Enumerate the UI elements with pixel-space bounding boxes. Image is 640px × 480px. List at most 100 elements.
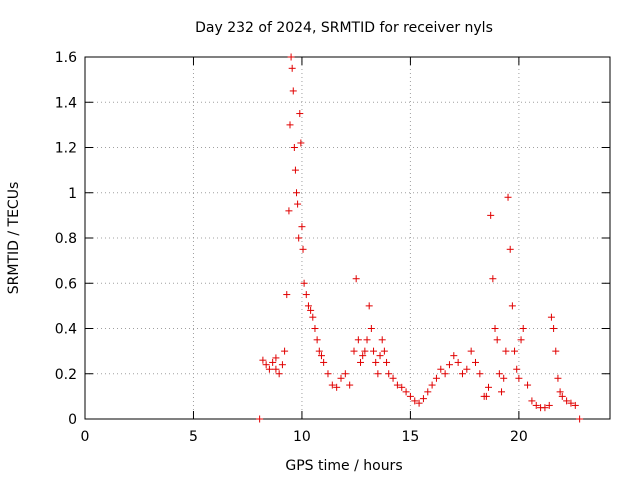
- data-point: [374, 370, 382, 378]
- data-point: [281, 347, 289, 355]
- data-point: [508, 302, 516, 310]
- data-point: [450, 352, 458, 360]
- data-point: [532, 401, 540, 409]
- data-point: [298, 223, 306, 231]
- data-point: [367, 325, 375, 332]
- y-tick-label: 0.4: [55, 322, 77, 338]
- data-point: [454, 358, 462, 366]
- data-point: [511, 347, 519, 355]
- data-point: [385, 370, 393, 378]
- data-series: [256, 53, 584, 423]
- data-point: [567, 399, 575, 407]
- x-axis-label: GPS time / hours: [285, 458, 402, 474]
- data-point: [576, 415, 584, 423]
- data-point: [297, 139, 305, 147]
- data-point: [341, 370, 349, 378]
- data-point: [365, 302, 373, 310]
- data-point: [370, 347, 378, 355]
- data-point: [493, 336, 501, 344]
- data-point: [554, 374, 562, 382]
- data-point: [432, 374, 440, 382]
- data-point: [295, 234, 303, 242]
- data-point: [275, 370, 283, 378]
- data-point: [376, 352, 384, 360]
- data-point: [293, 189, 301, 197]
- data-point: [372, 358, 380, 366]
- data-point: [283, 291, 291, 299]
- data-point: [346, 381, 354, 389]
- grid: [85, 57, 610, 419]
- data-point: [361, 347, 369, 355]
- data-point: [563, 397, 571, 405]
- data-point: [352, 275, 360, 283]
- data-point: [556, 388, 564, 396]
- x-tick-label: 5: [189, 429, 198, 445]
- data-point: [498, 388, 506, 396]
- data-point: [506, 245, 514, 253]
- data-point: [288, 64, 296, 72]
- x-tick-label: 15: [401, 429, 419, 445]
- data-point: [415, 399, 423, 407]
- data-point: [552, 347, 560, 355]
- data-point: [476, 370, 484, 378]
- y-tick-label: 0: [68, 412, 77, 428]
- data-point: [357, 358, 365, 366]
- data-point: [359, 352, 367, 360]
- data-point: [515, 374, 523, 382]
- data-point: [363, 336, 371, 344]
- data-point: [354, 336, 362, 344]
- data-point: [378, 336, 386, 344]
- data-point: [402, 388, 410, 396]
- data-point: [487, 211, 495, 219]
- data-point: [389, 374, 397, 382]
- data-point: [489, 275, 497, 283]
- data-point: [558, 392, 566, 400]
- data-point: [471, 358, 479, 366]
- data-point: [393, 381, 401, 389]
- data-point: [547, 313, 555, 321]
- x-tick-label: 10: [293, 429, 311, 445]
- data-point: [272, 354, 280, 362]
- data-point: [296, 110, 304, 118]
- data-point: [437, 365, 445, 373]
- data-point: [262, 361, 270, 369]
- data-point: [272, 365, 280, 373]
- data-point: [441, 370, 449, 378]
- data-point: [350, 347, 358, 355]
- y-axis-label: SRMTID / TECUs: [6, 182, 22, 295]
- data-point: [256, 415, 264, 423]
- data-point: [311, 325, 319, 332]
- data-point: [324, 370, 332, 378]
- data-point: [337, 374, 345, 382]
- data-point: [398, 383, 406, 391]
- data-point: [424, 388, 432, 396]
- y-tick-label: 1.6: [55, 50, 77, 66]
- data-point: [467, 347, 475, 355]
- data-point: [411, 397, 419, 405]
- data-point: [307, 306, 315, 314]
- x-tick-label: 0: [81, 429, 90, 445]
- data-point: [482, 392, 490, 400]
- axis-ticks: [84, 56, 610, 420]
- x-tick-label: 20: [510, 429, 528, 445]
- y-tick-label: 1.4: [55, 95, 77, 111]
- data-point: [406, 392, 414, 400]
- data-point: [513, 365, 521, 373]
- data-point: [380, 347, 388, 355]
- data-point: [458, 370, 466, 378]
- data-point: [524, 381, 532, 389]
- data-point: [545, 401, 553, 409]
- tick-labels: 0 0.2 0.4 0.6 0.8 1 1.2 1.4 1.6 0 5 10 15 20: [55, 50, 528, 445]
- data-point: [320, 358, 328, 366]
- data-point: [500, 374, 508, 382]
- data-point: [315, 347, 323, 355]
- data-point: [289, 87, 297, 95]
- y-tick-label: 1.2: [55, 141, 77, 157]
- data-point: [495, 370, 503, 378]
- data-point: [502, 347, 510, 355]
- data-point: [485, 383, 493, 391]
- data-point: [528, 397, 536, 405]
- data-point: [299, 245, 307, 253]
- data-point: [294, 200, 302, 208]
